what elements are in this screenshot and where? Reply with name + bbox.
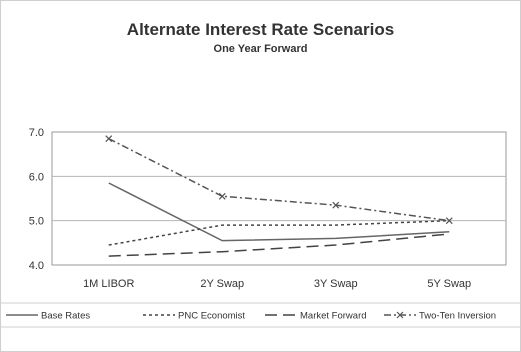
y-tick-label: 7.0 (29, 127, 44, 139)
x-tick-label: 2Y Swap (200, 278, 244, 290)
legend-label: Two-Ten Inversion (419, 311, 496, 322)
series-line-two-ten-inversion (108, 137, 450, 222)
legend-marker (396, 311, 404, 319)
series-line-base-rates (108, 182, 450, 242)
data-point-marker (445, 217, 453, 225)
chart-title: Alternate Interest Rate Scenarios (126, 20, 395, 39)
series-line-market-forward (108, 233, 450, 257)
y-tick-label: 4.0 (29, 260, 44, 272)
legend-label: Market Forward (300, 311, 367, 322)
x-tick-label: 3Y Swap (314, 278, 358, 290)
series-line-pnc-economist (108, 219, 450, 246)
data-point-marker (218, 192, 226, 200)
y-tick-label: 5.0 (29, 216, 44, 228)
data-point-marker (332, 201, 340, 209)
legend-label: Base Rates (41, 311, 90, 322)
y-tick-label: 6.0 (29, 171, 44, 183)
x-tick-label: 5Y Swap (427, 278, 471, 290)
plot-area (51, 131, 507, 266)
chart-subtitle: One Year Forward (213, 43, 308, 55)
legend-label: PNC Economist (178, 311, 245, 322)
data-point-marker (105, 135, 113, 143)
x-tick-label: 1M LIBOR (83, 278, 134, 290)
